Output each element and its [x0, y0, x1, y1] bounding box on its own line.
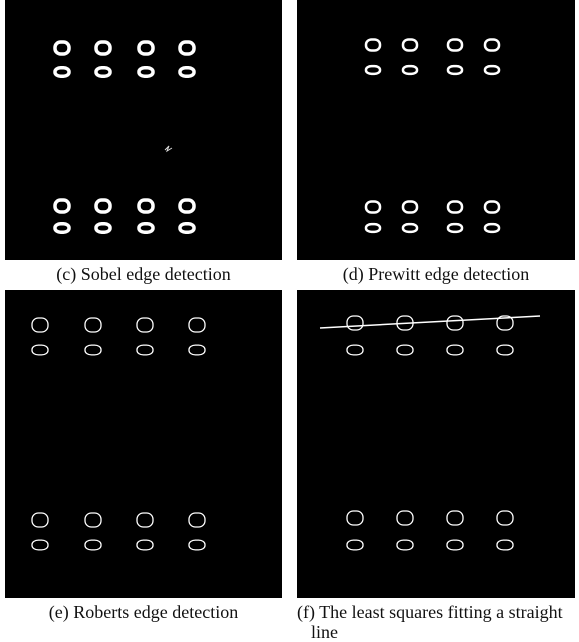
- edge-contour: [189, 540, 205, 550]
- edge-contour: [347, 511, 363, 525]
- caption: (f) The least squares fitting a straight…: [297, 602, 573, 642]
- edge-contour: [497, 540, 513, 550]
- edge-contour: [32, 540, 48, 550]
- edge-contour: [485, 202, 499, 213]
- edge-contour: [447, 345, 463, 355]
- edge-contour: [85, 513, 101, 527]
- edge-contour: [32, 513, 48, 527]
- edge-contour: [180, 42, 194, 54]
- edge-contour: [403, 66, 417, 74]
- edge-contour: [55, 42, 69, 54]
- edge-image: [297, 0, 575, 260]
- edge-image: [5, 0, 282, 260]
- edge-contour: [366, 224, 380, 232]
- edge-contour: [447, 316, 463, 330]
- edge-contour: [189, 345, 205, 355]
- edge-contour: [85, 318, 101, 332]
- edge-contour: [447, 540, 463, 550]
- edge-contour: [347, 345, 363, 355]
- edge-contour: [320, 316, 540, 328]
- edge-contour: [448, 202, 462, 213]
- edge-contour: [96, 42, 110, 54]
- panel: (e) Roberts edge detection: [5, 290, 282, 622]
- edge-contour: [32, 345, 48, 355]
- edge-contour: [85, 345, 101, 355]
- edge-contour: [180, 68, 194, 76]
- edge-contour: [397, 540, 413, 550]
- edge-contour: [137, 540, 153, 550]
- edge-contour: [447, 511, 463, 525]
- edge-image: [297, 290, 575, 598]
- edge-contour: [448, 40, 462, 51]
- edge-contour: [55, 224, 69, 232]
- edge-contour: [137, 318, 153, 332]
- edge-contour: [397, 511, 413, 525]
- edge-contour: [366, 202, 380, 213]
- caption: (e) Roberts edge detection: [5, 602, 282, 622]
- edge-contour: [180, 200, 194, 212]
- edge-contour: [165, 146, 172, 151]
- edge-contour: [347, 540, 363, 550]
- edge-contour: [55, 68, 69, 76]
- caption: (c) Sobel edge detection: [5, 264, 282, 284]
- edge-contour: [403, 224, 417, 232]
- edge-contour: [139, 224, 153, 232]
- edge-contour: [497, 511, 513, 525]
- edge-contour: [137, 345, 153, 355]
- edge-contour: [403, 202, 417, 213]
- edge-contour: [139, 200, 153, 212]
- edge-contour: [139, 68, 153, 76]
- edge-contour: [448, 66, 462, 74]
- edge-contour: [403, 40, 417, 51]
- caption: (d) Prewitt edge detection: [297, 264, 575, 284]
- edge-contour: [96, 200, 110, 212]
- page: (c) Sobel edge detection (d) Prewitt edg…: [0, 0, 579, 629]
- edge-contour: [137, 513, 153, 527]
- edge-contour: [485, 66, 499, 74]
- edge-contour: [189, 513, 205, 527]
- edge-contour: [397, 345, 413, 355]
- edge-contour: [485, 224, 499, 232]
- edge-contour: [32, 318, 48, 332]
- edge-contour: [366, 66, 380, 74]
- edge-image: [5, 290, 282, 598]
- edge-contour: [85, 540, 101, 550]
- panel: (d) Prewitt edge detection: [297, 0, 575, 284]
- edge-contour: [180, 224, 194, 232]
- edge-contour: [448, 224, 462, 232]
- edge-contour: [96, 224, 110, 232]
- edge-contour: [55, 200, 69, 212]
- edge-contour: [96, 68, 110, 76]
- edge-contour: [139, 42, 153, 54]
- edge-contour: [347, 316, 363, 330]
- edge-contour: [497, 345, 513, 355]
- edge-contour: [485, 40, 499, 51]
- panel: (f) The least squares fitting a straight…: [297, 290, 575, 642]
- edge-contour: [189, 318, 205, 332]
- panel: (c) Sobel edge detection: [5, 0, 282, 284]
- edge-contour: [366, 40, 380, 51]
